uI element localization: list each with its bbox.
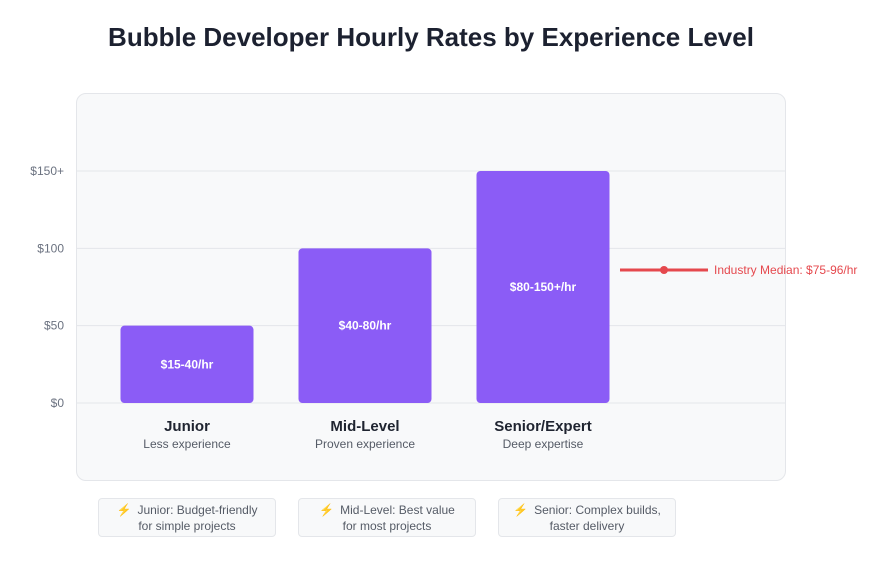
y-tick-label: $150+ — [30, 164, 64, 178]
note-line2: for most projects — [342, 519, 432, 533]
category-subtitle: Less experience — [143, 437, 231, 451]
note-junior: ⚡ Junior: Budget-friendly for simple proj… — [98, 498, 276, 537]
note-line1: Junior: Budget-friendly — [137, 503, 258, 517]
bolt-icon: ⚡ — [319, 503, 335, 517]
bar — [476, 171, 610, 403]
note-line2: for simple projects — [138, 519, 236, 533]
category-subtitle: Deep expertise — [503, 437, 584, 451]
y-tick-label: $0 — [51, 396, 65, 410]
bolt-icon: ⚡ — [116, 503, 132, 517]
median-marker — [660, 265, 668, 274]
note-line2: faster delivery — [549, 519, 625, 533]
category-label: Junior — [164, 418, 210, 435]
y-tick-label: $50 — [44, 319, 64, 333]
bar-value-label: $15-40/hr — [161, 357, 214, 371]
chart-title: Bubble Developer Hourly Rates by Experie… — [108, 22, 754, 52]
note-line1: Mid-Level: Best value — [340, 503, 455, 517]
bar — [120, 325, 254, 403]
note-line1: Senior: Complex builds, — [534, 503, 661, 517]
bar-value-label: $80-150+/hr — [510, 280, 577, 294]
note-senior: ⚡ Senior: Complex builds, faster delivery — [498, 498, 676, 537]
category-subtitle: Proven experience — [315, 437, 415, 451]
y-tick-label: $100 — [37, 241, 64, 255]
category-label: Mid-Level — [330, 418, 399, 435]
bolt-icon: ⚡ — [513, 503, 529, 517]
median-label: Industry Median: $75-96/hr — [714, 263, 857, 277]
note-mid-level: ⚡ Mid-Level: Best value for most projects — [298, 498, 476, 537]
bar — [298, 248, 432, 403]
bar-value-label: $40-80/hr — [339, 319, 392, 333]
category-label: Senior/Expert — [494, 418, 592, 435]
